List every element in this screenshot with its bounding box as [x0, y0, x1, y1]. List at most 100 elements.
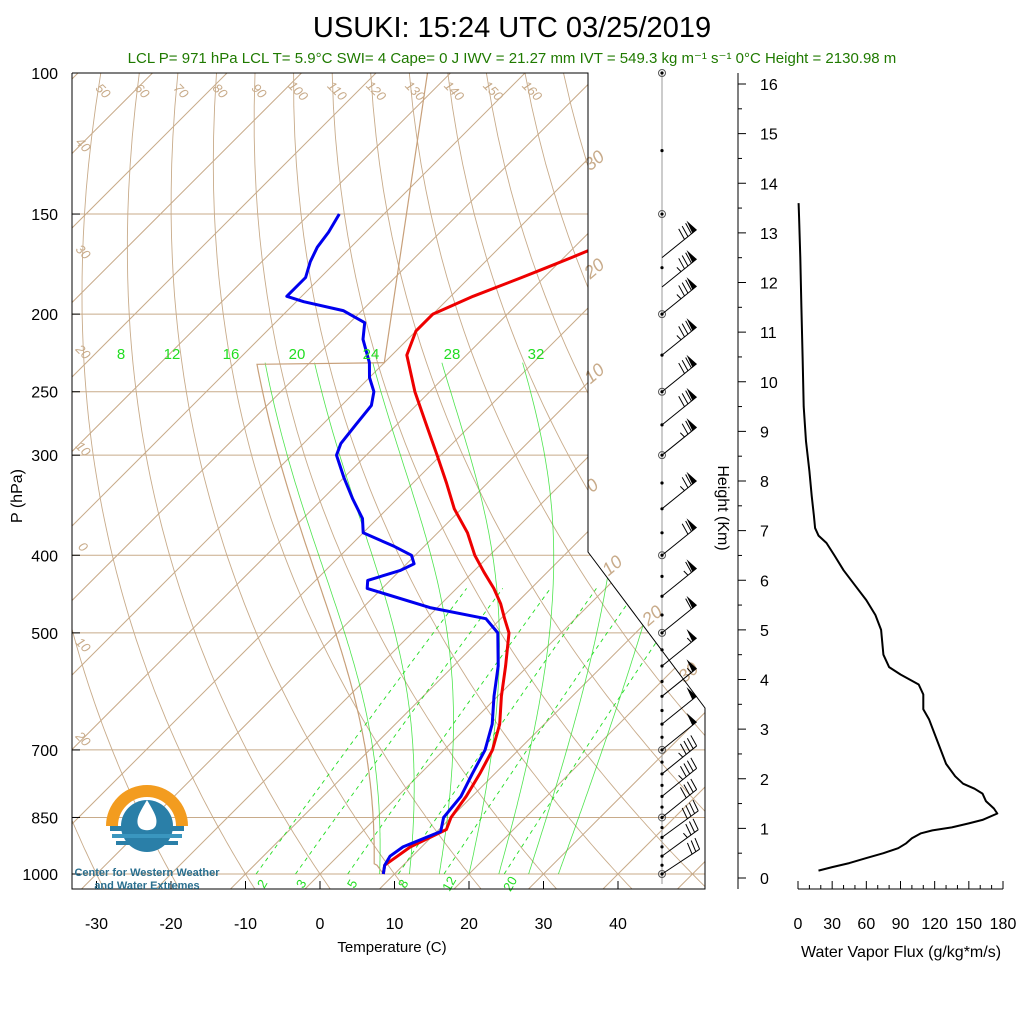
- isotherm-label-left: 30: [73, 241, 94, 262]
- y-tick-label: 400: [31, 548, 58, 565]
- barb-shaft: [661, 667, 697, 697]
- barb-full: [681, 523, 689, 535]
- barb-shaft: [661, 326, 697, 356]
- barb-shaft: [661, 829, 699, 857]
- mixing-ratio-line: [443, 588, 639, 875]
- height-tick-label: 8: [760, 474, 769, 491]
- wind-barb: [661, 712, 697, 751]
- barb-full: [681, 323, 689, 335]
- moist-adiabat-label: 32: [528, 346, 545, 363]
- y-tick-label: 150: [31, 207, 58, 224]
- barb-full: [681, 360, 689, 371]
- wind-barb: [661, 387, 697, 426]
- barb-flag: [686, 595, 697, 609]
- barb-full: [685, 823, 692, 836]
- moist-adiabat-label: 24: [363, 346, 380, 363]
- barb-dot: [660, 845, 664, 849]
- moist-adiabat-line: [372, 362, 454, 875]
- barb-half: [683, 832, 688, 838]
- isotherm-line: [72, 73, 395, 889]
- isotherm-line: [302, 73, 705, 889]
- barb-full: [680, 766, 687, 778]
- barb-full: [683, 763, 691, 775]
- barb-full: [678, 362, 685, 374]
- isotherm-line: [451, 73, 705, 889]
- dry-adiabat-line: [447, 73, 705, 889]
- moist-adiabat-label: 20: [289, 346, 306, 363]
- wind-barb: [661, 250, 697, 288]
- barb-level-marker: [658, 310, 666, 319]
- barb-full: [681, 225, 689, 237]
- y-tick-label: 200: [31, 307, 58, 324]
- x-axis-label: Temperature (C): [337, 939, 446, 956]
- wind-barb: [661, 518, 697, 556]
- height-tick-label: 9: [760, 424, 769, 441]
- barb-full: [678, 395, 685, 407]
- isotherm-line: [72, 73, 693, 889]
- barb-full: [686, 737, 694, 749]
- barb-level-marker: [658, 745, 666, 754]
- wind-barb: [661, 595, 697, 634]
- parcel-path: [256, 73, 451, 875]
- barb-half: [686, 637, 692, 643]
- barb-shaft: [661, 396, 697, 426]
- isotherm-label-top: 160: [519, 78, 545, 104]
- barb-full: [685, 561, 692, 573]
- moist-adiabat-line: [441, 362, 500, 875]
- barb-half: [678, 752, 684, 758]
- barb-level-marker: [658, 451, 666, 460]
- barb-dot: [660, 760, 664, 764]
- barb-flag: [686, 518, 697, 531]
- dry-adiabat-line: [563, 73, 705, 889]
- barb-flag: [686, 220, 697, 234]
- y-tick-label: 1000: [22, 867, 58, 884]
- barb-full: [681, 423, 689, 435]
- barb-flag: [686, 354, 697, 368]
- barb-dot: [660, 825, 664, 830]
- barb-flag: [686, 659, 697, 672]
- chart-title: USUKI: 15:24 UTC 03/25/2019: [313, 12, 711, 44]
- dry-adiabat-line: [170, 73, 408, 889]
- barb-shaft: [661, 567, 697, 597]
- barb-full: [685, 420, 692, 432]
- barb-shaft: [661, 480, 697, 510]
- barb-full: [686, 781, 694, 793]
- isotherm-label-top: 50: [93, 80, 114, 101]
- barb-shaft: [661, 848, 700, 875]
- wind-barb: [661, 799, 699, 838]
- height-tick-label: 16: [760, 77, 778, 94]
- barb-dot: [660, 648, 664, 652]
- isotherm-line: [72, 73, 320, 889]
- barb-level-marker: [658, 628, 666, 637]
- barb-full: [681, 807, 688, 820]
- height-tick-label: 2: [760, 772, 769, 789]
- barb-flag: [686, 687, 697, 700]
- barb-shaft: [661, 426, 697, 456]
- isotherm-line: [79, 73, 705, 889]
- barb-full: [688, 821, 696, 833]
- isotherm-label-right: 10: [598, 551, 626, 579]
- y-tick-label: 300: [31, 448, 58, 465]
- barb-level-marker: [658, 870, 666, 878]
- barb-flag: [686, 277, 697, 290]
- wind-barb: [661, 629, 697, 667]
- mixing-ratio-label: 12: [439, 874, 459, 894]
- barb-dot: [660, 149, 664, 153]
- x-tick-label: -20: [159, 916, 182, 933]
- moist-adiabat-label: 28: [444, 346, 461, 363]
- height-tick-label: 7: [760, 524, 769, 541]
- barb-full: [678, 228, 685, 240]
- skewt-clip-group: [72, 73, 705, 889]
- isotherm-label-left: 0: [75, 539, 91, 555]
- isotherm-line: [600, 73, 705, 889]
- barb-half: [679, 486, 685, 491]
- barb-full: [685, 474, 692, 486]
- dry-adiabat-line: [370, 73, 705, 889]
- dry-adiabat-line: [331, 73, 705, 889]
- barb-level-marker: [658, 387, 666, 396]
- barb-shaft: [661, 229, 697, 258]
- barb-full: [690, 840, 697, 852]
- height-tick-label: 12: [760, 276, 778, 293]
- y-tick-label: 250: [31, 385, 58, 402]
